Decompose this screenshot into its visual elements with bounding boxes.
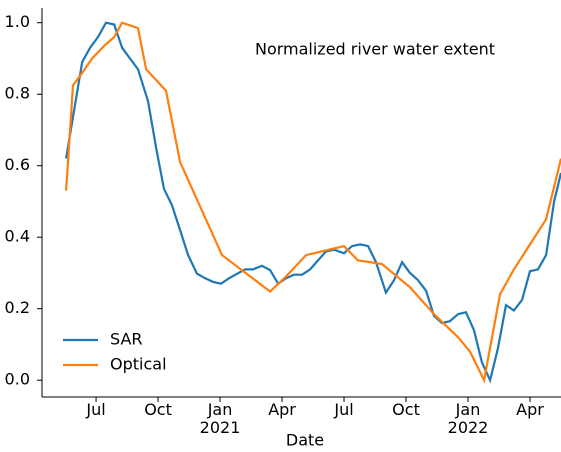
annotation: Normalized river water extent — [255, 40, 495, 59]
x-axis-label: Date — [286, 431, 324, 450]
x-tick-label: Oct — [392, 400, 420, 419]
x-tick-label: Jan 2022 — [448, 400, 489, 437]
y-tick-label: 0.8 — [5, 84, 30, 103]
plot-area — [65, 21, 561, 384]
y-tick-label: 0.4 — [5, 227, 30, 246]
x-tick-label: Apr — [516, 400, 544, 419]
x-tick-label: Jan 2021 — [200, 400, 241, 437]
y-tick-label: 1.0 — [5, 12, 30, 31]
x-tick-label: Jul — [333, 400, 353, 419]
x-tick-label: Apr — [268, 400, 296, 419]
x-tick-label: Jul — [85, 400, 105, 419]
legend-label: Optical — [110, 355, 167, 374]
y-tick-label: 0.6 — [5, 155, 30, 174]
y-tick-label: 0.2 — [5, 298, 30, 317]
data-line — [65, 21, 561, 384]
legend-label: SAR — [110, 330, 143, 349]
x-tick-label: Oct — [144, 400, 172, 419]
y-tick-label: 0.0 — [5, 370, 30, 389]
data-line — [65, 21, 561, 384]
